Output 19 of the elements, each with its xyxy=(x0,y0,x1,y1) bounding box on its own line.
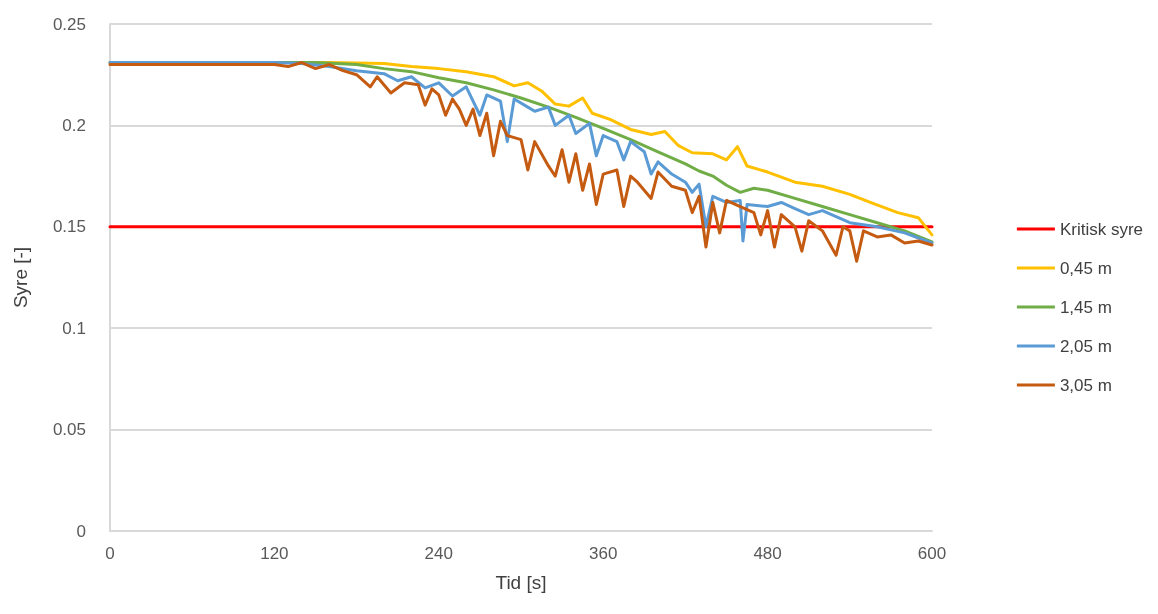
legend-label: 0,45 m xyxy=(1059,258,1112,278)
x-tick-label: 360 xyxy=(589,544,618,563)
x-tick-label: 600 xyxy=(917,544,947,563)
x-tick-label: 0 xyxy=(105,544,115,563)
y-tick-label: 0.05 xyxy=(52,420,86,440)
y-axis-title: Syre [-] xyxy=(10,246,31,309)
y-tick-label: 0 xyxy=(76,521,86,541)
legend-label: 1,45 m xyxy=(1059,297,1112,317)
y-tick-label: 0.2 xyxy=(62,115,86,135)
x-tick-label: 240 xyxy=(424,544,453,563)
legend-label: 3,05 m xyxy=(1059,375,1112,395)
y-tick-label: 0.25 xyxy=(52,14,86,34)
legend-label: Kritisk syre xyxy=(1059,219,1144,239)
y-tick-label: 0.15 xyxy=(52,217,86,237)
x-tick-label: 480 xyxy=(753,544,782,563)
y-tick-label: 0.1 xyxy=(62,318,86,338)
legend-label: 2,05 m xyxy=(1059,336,1112,356)
x-axis-title: Tid [s] xyxy=(495,572,547,593)
x-tick-label: 120 xyxy=(260,544,289,563)
